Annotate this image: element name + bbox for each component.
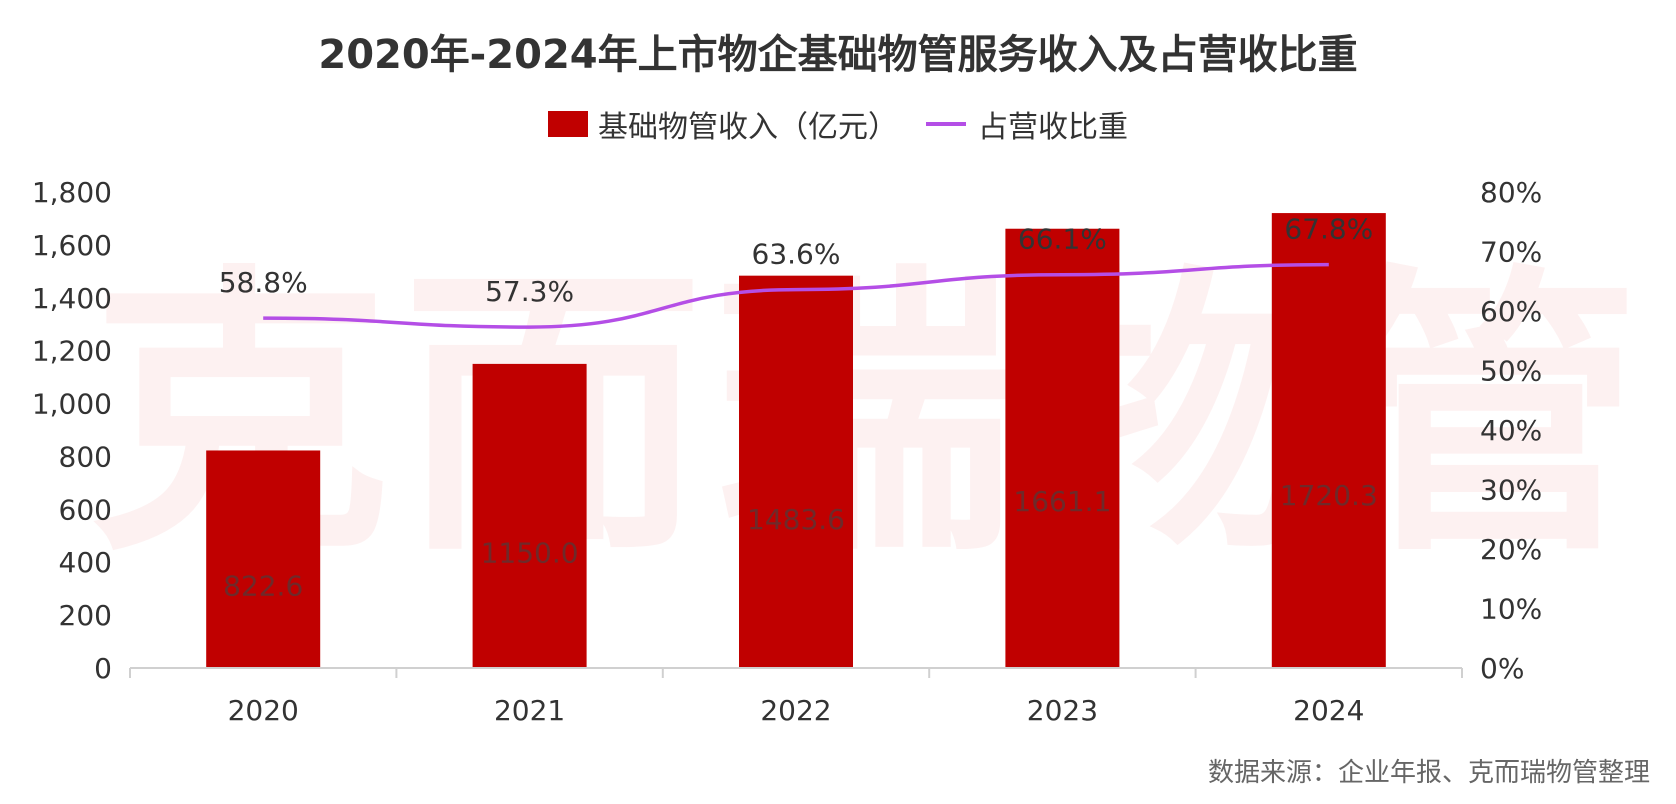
legend-swatch-line [926,122,966,126]
legend-swatch-bar [548,111,588,137]
y-right-tick-label: 50% [1480,355,1542,388]
y-right-tick-label: 70% [1480,236,1542,269]
bar-data-label: 1483.6 [747,503,845,536]
line-data-label: 58.8% [219,266,308,299]
legend-label-bar: 基础物管收入（亿元） [598,110,898,145]
line-data-label: 66.1% [1018,223,1107,256]
legend-item-bar[interactable]: 基础物管收入（亿元） [548,102,898,146]
chart-title: 2020年-2024年上市物企基础物管服务收入及占营收比重 [318,32,1358,78]
legend-label-line: 占营收比重 [978,110,1128,145]
bar-data-label: 1720.3 [1280,479,1378,512]
y-left-tick-label: 1,800 [32,176,112,209]
y-left-tick-label: 200 [59,599,112,632]
y-left-tick-label: 400 [59,546,112,579]
line-data-label: 57.3% [485,275,574,308]
bar [206,450,321,668]
y-left-tick-label: 800 [59,440,112,473]
legend: 基础物管收入（亿元） 占营收比重 [0,102,1676,146]
bar-data-label: 1661.1 [1013,485,1111,518]
x-tick-label: 2020 [228,694,299,727]
x-tick-label: 2022 [760,694,831,727]
y-left-tick-label: 1,400 [32,282,112,315]
x-tick-label: 2023 [1027,694,1098,727]
y-left-tick-label: 1,000 [32,388,112,421]
y-right-tick-label: 40% [1480,414,1542,447]
bar-data-label: 822.6 [223,569,303,602]
source-note: 数据来源：企业年报、克而瑞物管整理 [1207,758,1650,788]
y-left-tick-label: 1,200 [32,335,112,368]
bar-data-label: 1150.0 [481,536,579,569]
legend-item-line[interactable]: 占营收比重 [926,102,1128,146]
y-right-tick-label: 80% [1480,176,1542,209]
bar [472,363,587,668]
y-right-tick-label: 30% [1480,474,1542,507]
y-right-tick-label: 60% [1480,295,1542,328]
y-left-tick-label: 1,600 [32,229,112,262]
y-right-tick-label: 20% [1480,533,1542,566]
y-left-tick-label: 600 [59,493,112,526]
y-left-tick-label: 0 [94,652,112,685]
y-right-tick-label: 10% [1480,593,1542,626]
line-data-label: 63.6% [752,238,841,271]
line-data-label: 67.8% [1284,213,1373,246]
y-right-tick-label: 0% [1480,652,1524,685]
bar [1271,213,1386,668]
x-tick-label: 2021 [494,694,565,727]
series-line [263,262,1329,329]
x-tick-label: 2024 [1293,694,1364,727]
bar [739,275,853,668]
bar [1005,228,1120,669]
